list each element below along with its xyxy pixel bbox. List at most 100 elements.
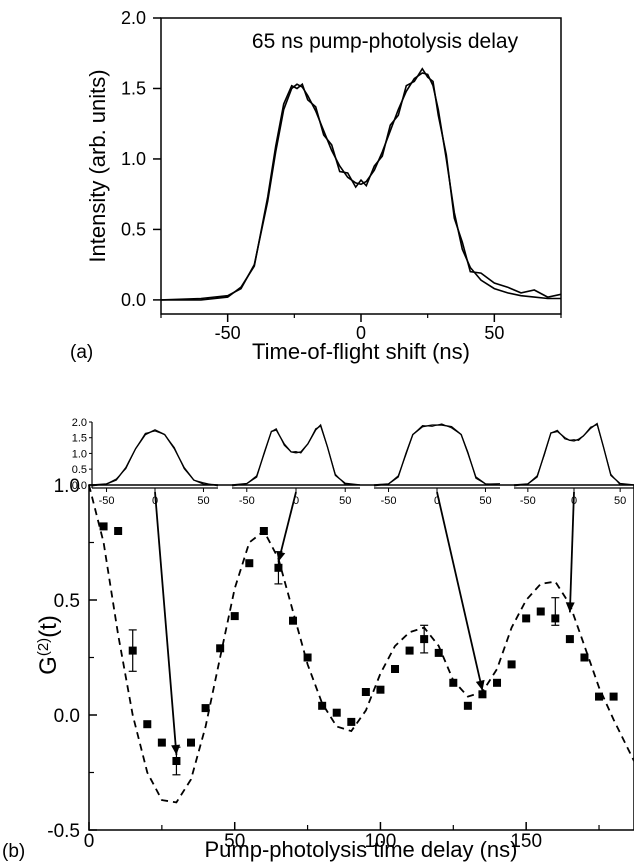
data-point	[449, 678, 458, 687]
inset-x-tick-label: 50	[614, 495, 626, 507]
panel-b-y-ticks: -0.5 0.0 0.5 1.0	[47, 476, 97, 842]
panel-a-x-ticks: -50 0 50	[160, 314, 562, 343]
data-point	[595, 692, 604, 701]
data-point	[332, 708, 341, 717]
panel-a-frame	[160, 17, 562, 315]
panel-b-arrows	[154, 491, 575, 756]
data-point	[187, 738, 196, 747]
inset-y-tick-label: 1.5	[72, 433, 87, 445]
data-point	[347, 717, 356, 726]
series-line	[160, 72, 561, 301]
inset-x-tick-label: -50	[381, 495, 397, 507]
panel-a: 65 ns pump-photolysis delay Time-of-flig…	[70, 8, 562, 364]
data-point	[551, 614, 560, 623]
inset-3: -50 0 50	[373, 423, 501, 507]
data-point	[522, 614, 531, 623]
data-point	[434, 648, 443, 657]
data-point	[420, 635, 429, 644]
x-tick-label: 150	[510, 831, 542, 852]
data-point	[609, 692, 618, 701]
y-tick-label: 0.0	[121, 290, 146, 310]
panel-a-series	[160, 67, 562, 301]
inset-curve	[373, 424, 501, 486]
x-tick-label: -50	[215, 323, 241, 343]
inset-x-tick-label: -50	[99, 495, 115, 507]
panel-a-y-ticks: 0.0 0.5 1.0 1.5 2.0	[121, 8, 161, 310]
series-line	[161, 67, 562, 301]
panel-a-xlabel: Time-of-flight shift (ns)	[252, 339, 470, 364]
inset-x-tick-label: 0	[434, 495, 440, 507]
data-point	[463, 701, 472, 710]
data-point	[216, 644, 225, 653]
fit-curve	[88, 484, 634, 804]
inset-y-tick-label: 0.0	[72, 480, 87, 492]
data-point	[201, 704, 210, 713]
inset-curve	[91, 429, 219, 486]
panel-b-frame	[88, 484, 634, 831]
inset-data-curve	[91, 430, 219, 487]
data-point	[391, 665, 400, 673]
data-point	[230, 612, 239, 621]
panel-b-x-ticks: 0 50 100 150	[84, 822, 600, 852]
inset-2: -50 0 50	[231, 423, 361, 507]
inset-x-tick-label: -50	[239, 495, 255, 507]
data-point	[478, 690, 487, 699]
inset-x-tick-label: 50	[197, 495, 209, 507]
arrow-head	[565, 602, 575, 613]
panel-a-ylabel: Intensity (arb. units)	[85, 69, 110, 262]
data-point	[303, 653, 312, 662]
data-point	[274, 563, 283, 572]
data-point	[259, 527, 268, 535]
data-point	[143, 720, 152, 729]
arrow-line	[277, 491, 297, 563]
panel-b: Pump-photolysis time delay (ns) G(2)(t) …	[2, 476, 634, 862]
inset-x-tick-label: 50	[339, 495, 351, 507]
data-point	[565, 635, 574, 644]
data-point	[376, 685, 385, 694]
arrow-line	[436, 491, 484, 691]
panel-b-points	[99, 522, 618, 765]
inset-y-tick-label: 0.5	[72, 464, 87, 476]
data-point	[536, 607, 545, 616]
panel-b-ylabel: G(2)(t)	[35, 615, 63, 675]
data-point	[361, 688, 370, 696]
panel-b-label: (b)	[2, 841, 25, 862]
y-tick-label: 1.0	[121, 149, 146, 169]
inset-x-tick-label: 50	[479, 495, 491, 507]
x-tick-label: 0	[84, 831, 95, 852]
arrow-head	[171, 744, 181, 755]
arrow-head	[475, 679, 485, 691]
y-tick-label: 0.5	[121, 219, 146, 239]
data-point	[405, 646, 414, 655]
y-tick-label: -0.5	[47, 821, 80, 842]
arrow-line	[154, 491, 178, 756]
panel-b-fit	[88, 484, 634, 804]
x-tick-label: 50	[224, 831, 245, 852]
inset-curve	[513, 422, 634, 486]
data-point	[99, 522, 108, 531]
inset-x-tick-label: 0	[293, 495, 299, 507]
panel-a-label: (a)	[70, 342, 93, 363]
y-tick-label: 2.0	[121, 8, 146, 28]
data-point	[245, 559, 254, 568]
arrow-line	[568, 491, 575, 613]
y-tick-label: 1.0	[54, 476, 80, 497]
data-point	[157, 738, 166, 747]
y-tick-label: 0.0	[54, 706, 80, 727]
inset-data-curve	[373, 423, 501, 487]
x-tick-label: 100	[365, 831, 397, 852]
y-tick-label: 0.5	[54, 591, 80, 612]
data-point	[580, 653, 589, 662]
data-point	[172, 757, 181, 765]
inset-curve	[231, 423, 361, 486]
inset-data-curve	[231, 425, 361, 487]
data-point	[114, 527, 123, 535]
inset-x-tick-label: -50	[520, 495, 536, 507]
data-point	[128, 646, 137, 655]
data-point	[507, 660, 516, 669]
x-tick-label: 0	[356, 323, 366, 343]
y-tick-label: 1.5	[121, 78, 146, 98]
